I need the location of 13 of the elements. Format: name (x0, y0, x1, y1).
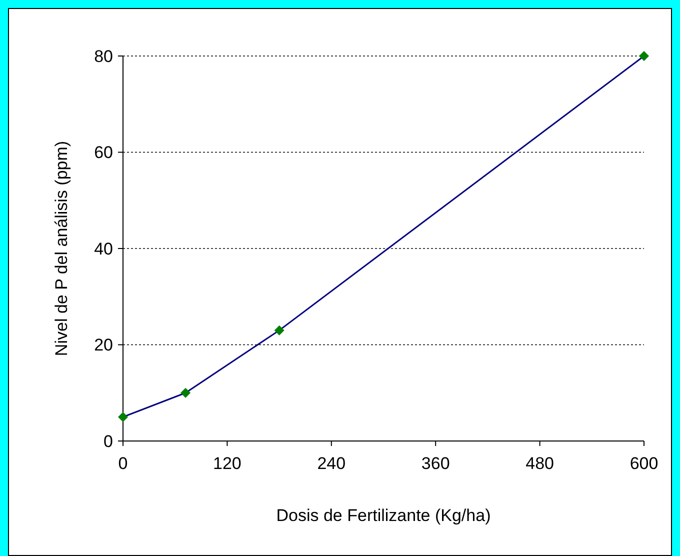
y-tick-label: 60 (94, 143, 113, 162)
x-tick-label: 480 (526, 454, 554, 473)
y-tick-label: 40 (94, 239, 113, 258)
x-tick-label: 600 (630, 454, 658, 473)
x-tick-label: 240 (317, 454, 346, 473)
x-tick-label: 0 (118, 454, 128, 473)
y-axis-title: Nivel de P del análisis (ppm) (52, 140, 71, 356)
y-tick-label: 0 (104, 432, 113, 451)
x-tick-label: 120 (213, 454, 242, 473)
y-tick-label: 20 (94, 336, 113, 355)
x-tick-label: 360 (421, 454, 450, 473)
x-axis-title: Dosis de Fertilizante (Kg/ha) (276, 506, 491, 525)
y-tick-label: 80 (94, 46, 113, 66)
